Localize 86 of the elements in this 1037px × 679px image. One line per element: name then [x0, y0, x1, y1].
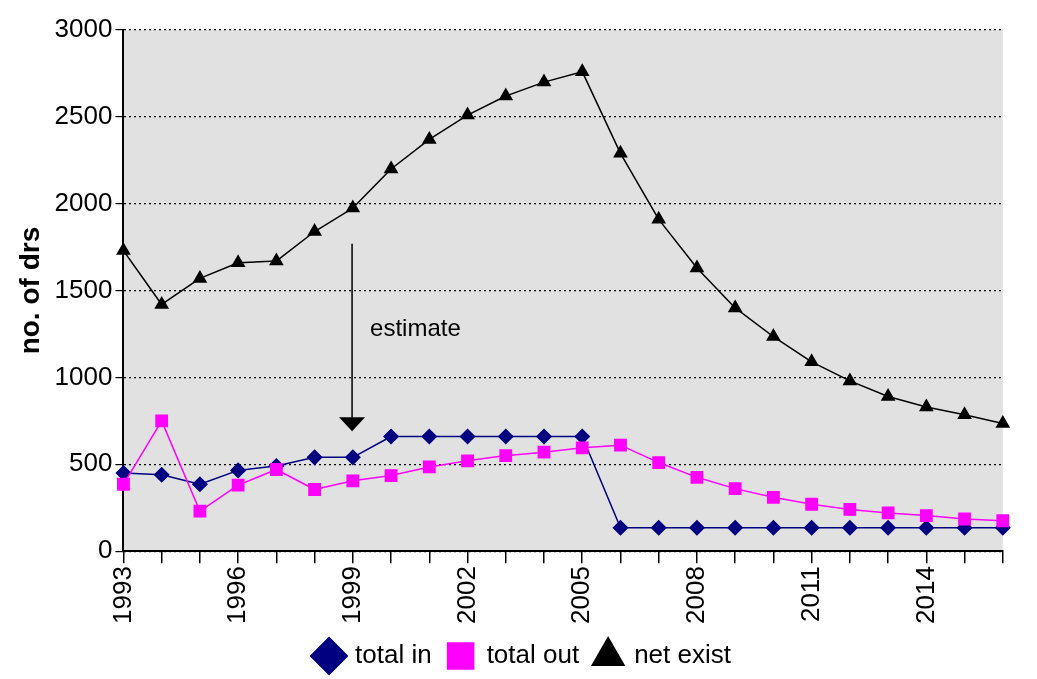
x-tick-label: 1996 [221, 566, 252, 624]
point [346, 474, 360, 488]
point [499, 449, 513, 463]
y-tick-label: 2000 [54, 186, 113, 217]
point [346, 200, 360, 213]
point [614, 438, 627, 452]
point [689, 519, 705, 536]
point [231, 255, 245, 268]
point [345, 449, 361, 466]
point [881, 506, 895, 520]
x-tick-label: 2014 [909, 566, 940, 624]
point [650, 519, 667, 536]
point [116, 242, 131, 255]
point [308, 483, 322, 496]
point [805, 497, 819, 511]
point [460, 107, 475, 120]
x-tick-label: 2005 [565, 566, 596, 624]
point [461, 454, 474, 468]
point [230, 462, 246, 479]
point [459, 428, 476, 445]
point [269, 463, 283, 476]
point [306, 449, 323, 466]
point [498, 428, 514, 445]
y-axis-title: no. of drs [13, 226, 45, 355]
point [613, 145, 628, 158]
point [957, 407, 972, 420]
point [537, 74, 551, 87]
point [843, 503, 857, 516]
point [919, 509, 933, 522]
point [919, 399, 934, 412]
point [192, 476, 208, 493]
x-tick-label: 2002 [450, 566, 481, 624]
point [193, 504, 207, 518]
point [422, 460, 436, 474]
point [881, 388, 895, 401]
point [307, 223, 322, 236]
point [728, 300, 742, 313]
point [537, 445, 551, 459]
point [690, 470, 704, 484]
point [422, 131, 437, 144]
legend-label: net exist [634, 639, 732, 670]
point [803, 519, 820, 536]
point [193, 270, 207, 283]
x-tick-label: 1999 [336, 566, 367, 624]
legend-label: total out [486, 639, 580, 670]
y-tick-label: 3000 [54, 13, 113, 44]
point [996, 514, 1010, 528]
x-tick-label: 2008 [680, 566, 711, 624]
point [498, 88, 513, 101]
point [727, 519, 743, 536]
point [765, 519, 782, 536]
point [117, 477, 130, 491]
annotation: estimate [370, 314, 461, 342]
point [958, 512, 971, 526]
point [383, 428, 399, 445]
point [384, 469, 398, 482]
point [153, 466, 170, 483]
point [155, 414, 169, 428]
legend-label: total in [355, 639, 432, 670]
x-tick-label: 2011 [794, 566, 825, 623]
y-tick-label: 500 [69, 447, 113, 478]
point [651, 211, 666, 224]
point [690, 260, 704, 273]
y-tick-label: 0 [97, 534, 113, 565]
y-tick-label: 1000 [54, 360, 113, 391]
point [536, 428, 552, 445]
point [154, 296, 169, 309]
point [842, 519, 858, 536]
point [767, 490, 780, 504]
point [804, 354, 819, 367]
point [728, 482, 742, 496]
point [843, 373, 857, 386]
point [231, 478, 245, 492]
point [766, 328, 781, 341]
point [269, 253, 284, 266]
point [652, 456, 666, 469]
point [575, 63, 590, 76]
point [612, 519, 629, 536]
y-tick-label: 2500 [54, 100, 113, 131]
y-tick-label: 1500 [54, 273, 113, 304]
x-tick-label: 1993 [106, 566, 137, 624]
point [995, 415, 1010, 428]
point [880, 519, 896, 536]
point [575, 441, 589, 455]
point [421, 428, 438, 445]
point [384, 161, 398, 174]
